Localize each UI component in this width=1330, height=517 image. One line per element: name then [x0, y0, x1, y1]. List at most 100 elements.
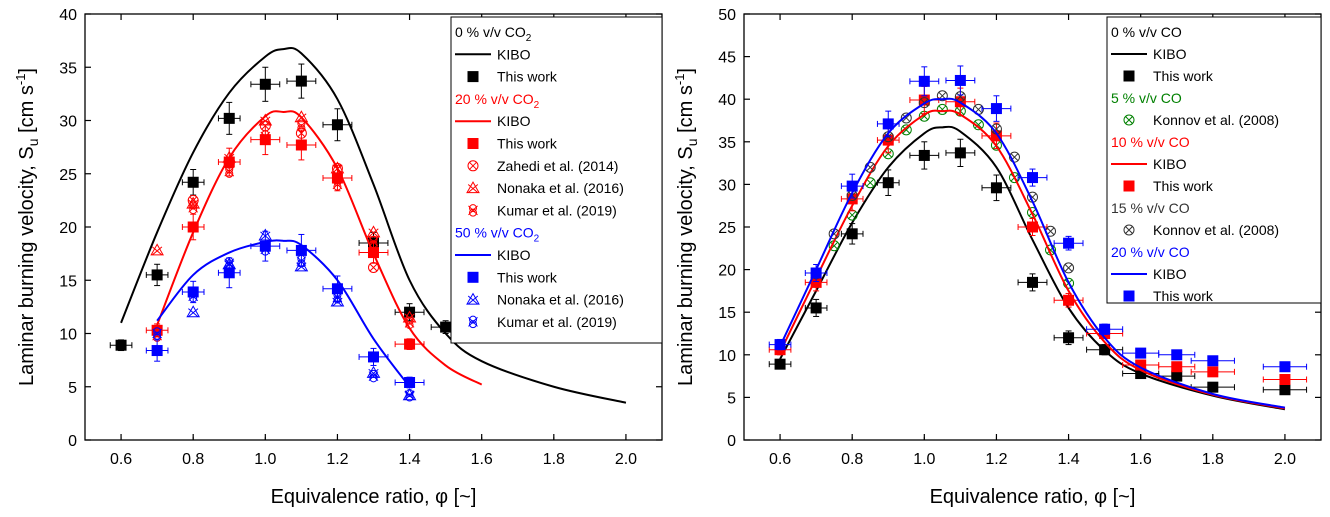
- series-2-point: [990, 182, 1002, 194]
- y-tick-label: 5: [68, 380, 77, 397]
- legend-header: 20 % v/v CO: [1111, 244, 1190, 260]
- legend-box: [450, 16, 663, 344]
- series-10-point: [186, 305, 201, 318]
- series-9-point: [223, 267, 235, 279]
- series-7-point: [224, 165, 235, 178]
- y-tick-label: 0: [727, 433, 736, 450]
- series-8-point: [1135, 347, 1147, 359]
- x-tick-label: 1.0: [254, 451, 276, 468]
- series-5-point: [368, 261, 379, 273]
- series-4-point: [331, 172, 343, 184]
- series-2-point: [918, 149, 930, 161]
- legend-marker-swatch: [1123, 70, 1135, 82]
- series-8-point: [774, 339, 786, 351]
- series-2-point: [331, 119, 343, 131]
- series-6-point: [1063, 262, 1075, 274]
- y-tick-label: 25: [718, 220, 736, 237]
- legend-label: KIBO: [1153, 46, 1187, 62]
- legend-header: 5 % v/v CO: [1111, 90, 1182, 106]
- legend-marker-swatch: [1123, 114, 1135, 126]
- series-8-point: [918, 75, 930, 87]
- series-5-point: [1063, 294, 1075, 306]
- legend-label: Nonaka et al. (2016): [497, 180, 624, 196]
- series-11-point: [368, 369, 379, 383]
- y-tick-label: 30: [59, 114, 77, 131]
- series-2-point: [151, 269, 163, 281]
- series-11-point: [188, 289, 199, 303]
- series-5-point: [1027, 221, 1038, 233]
- series-4-point: [404, 338, 416, 350]
- series-6-point: [330, 161, 345, 174]
- y-tick-label: 10: [59, 327, 77, 344]
- series-2-point: [440, 321, 452, 333]
- series-2-point: [187, 176, 199, 188]
- legend-header: 15 % v/v CO: [1111, 200, 1190, 216]
- legend: 0 % v/v CO2 KIBO This work 20 % v/v CO2 KIBO…: [450, 16, 663, 344]
- legend-marker-swatch: [1123, 290, 1135, 302]
- series-7-point: [296, 119, 307, 133]
- series-11-point: [260, 243, 271, 256]
- legend-marker-swatch: [468, 204, 478, 217]
- y-tick-label: 0: [68, 433, 77, 450]
- legend-header: 0 % v/v CO2: [455, 24, 532, 44]
- legend-label: This work: [497, 136, 558, 152]
- legend-header: 10 % v/v CO: [1111, 134, 1190, 150]
- x-tick-label: 0.8: [841, 451, 863, 468]
- x-axis-label: Equivalence ratio, φ [~]: [930, 486, 1136, 508]
- series-2-point: [1207, 381, 1219, 393]
- series-7-point: [404, 316, 415, 330]
- x-tick-label: 0.6: [110, 451, 132, 468]
- legend-marker-swatch: [467, 160, 479, 172]
- series-11-point: [296, 254, 307, 268]
- x-tick-label: 1.8: [1202, 451, 1224, 468]
- series-3-point: [900, 124, 912, 136]
- series-5-point: [1135, 359, 1147, 371]
- chart-panel-1: 0.6 0.8 1.0 1.2 1.4 1.6 1.8 2.0 0 5 10 15 20 25 30 35 40…: [13, 7, 663, 508]
- legend-label: KIBO: [497, 113, 531, 129]
- x-tick-label: 1.2: [326, 451, 348, 468]
- x-tick-label: 0.6: [769, 451, 791, 468]
- legend-marker-swatch: [466, 181, 480, 194]
- series-10-point: [258, 228, 273, 241]
- x-tick-label: 1.0: [913, 451, 935, 468]
- series-3-point: [972, 119, 984, 131]
- series-1-line: [120, 46, 627, 404]
- series-6-point: [900, 112, 912, 124]
- series-11-point: [332, 291, 343, 304]
- series-11-point: [224, 256, 235, 270]
- series-2-point: [1279, 384, 1291, 396]
- series-3-line: [156, 110, 483, 386]
- series-2-point: [1099, 344, 1111, 356]
- series-3-point: [936, 103, 948, 115]
- legend-label: This work: [497, 69, 558, 85]
- x-tick-label: 0.8: [182, 451, 204, 468]
- y-tick-label: 20: [59, 220, 77, 237]
- legend-label: KIBO: [1153, 156, 1187, 172]
- series-5-point: [1279, 374, 1291, 386]
- y-tick-label: 35: [59, 60, 77, 77]
- y-axis-label: Laminar burning velocity, Su [cm s-1]: [672, 68, 700, 386]
- series-8-point: [1063, 237, 1075, 249]
- legend-box: [1106, 16, 1322, 304]
- series-8-point: [846, 180, 858, 192]
- y-tick-label: 15: [718, 305, 736, 322]
- series-11-point: [152, 327, 162, 340]
- series-5-point: [882, 134, 894, 146]
- y-tick-label: 30: [718, 177, 736, 194]
- legend-label: Nonaka et al. (2016): [497, 292, 624, 308]
- legend-label: This work: [1153, 178, 1214, 194]
- series-4-point: [187, 221, 199, 233]
- series-2-point: [223, 112, 235, 124]
- series-7-point: [332, 178, 343, 191]
- series-6-point: [258, 113, 273, 126]
- x-axis-label: Equivalence ratio, φ [~]: [271, 486, 477, 508]
- series-8-point: [990, 103, 1002, 115]
- chart-panel-2: 0.6 0.8 1.0 1.2 1.4 1.6 1.8 2.0 0 5 10 15 20 25 30 35 40…: [672, 7, 1322, 508]
- series-5-point: [1207, 366, 1219, 378]
- x-tick-label: 1.6: [471, 451, 493, 468]
- y-tick-label: 10: [718, 348, 736, 365]
- series-5-point: [1171, 361, 1183, 373]
- series-9-point: [404, 376, 416, 388]
- series-8-point: [1279, 361, 1291, 373]
- legend-marker-swatch: [466, 292, 480, 305]
